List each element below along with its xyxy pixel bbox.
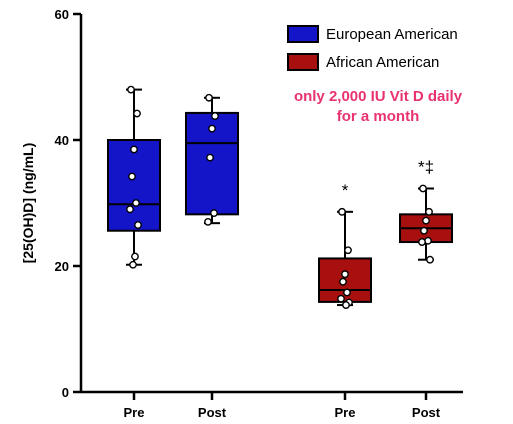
data-point [342,301,350,309]
annotation-line-1: only 2,000 IU Vit D daily [294,88,463,105]
data-point [339,277,347,286]
data-point [133,109,141,118]
x-tick-label: Pre [335,405,356,420]
y-tick-label: 40 [55,133,69,148]
data-point [206,153,214,162]
data-point [341,270,349,279]
x-axis: Pre Post Pre Post [81,390,463,420]
data-point [210,209,218,217]
box-group: *‡ [399,158,453,264]
legend-label: African American [326,54,439,71]
data-point [131,252,139,261]
x-tick-label: Post [412,405,441,420]
data-point [126,205,134,214]
data-point [344,246,352,255]
y-tick-label: 20 [55,259,69,274]
x-tick-label: Pre [124,405,145,420]
data-point [204,217,212,226]
annotation-line-2: for a month [337,108,420,125]
data-point [130,145,138,154]
y-tick-label: 60 [55,7,69,22]
data-point [338,207,346,216]
data-point [127,85,135,94]
data-point [128,172,136,181]
y-tick-label: 0 [62,385,69,400]
data-point [419,184,427,193]
y-axis: 0 20 40 60 [55,7,83,400]
legend: European American African American [287,25,458,71]
data-point [205,93,213,102]
box-group: * [318,181,372,309]
y-axis-title: [25(OH)D] (ng/mL) [20,143,36,264]
data-point [134,221,142,229]
box [107,139,161,232]
data-point [343,288,351,297]
data-point [129,260,137,269]
boxes: * *‡ [107,85,453,309]
x-tick-label: Post [198,405,227,420]
legend-label: European American [326,26,458,43]
legend-swatch [287,53,319,71]
data-point [422,216,430,225]
data-point [132,199,140,207]
data-point [425,207,433,216]
data-point [418,238,426,246]
data-point [211,112,219,120]
box-group [185,93,239,226]
data-point [337,294,345,303]
data-point [420,226,428,235]
legend-swatch [287,25,319,43]
significance-marker: * [342,181,349,200]
data-point [208,124,216,133]
significance-marker: *‡ [418,158,434,177]
box-group [107,85,161,269]
data-point [426,255,434,264]
